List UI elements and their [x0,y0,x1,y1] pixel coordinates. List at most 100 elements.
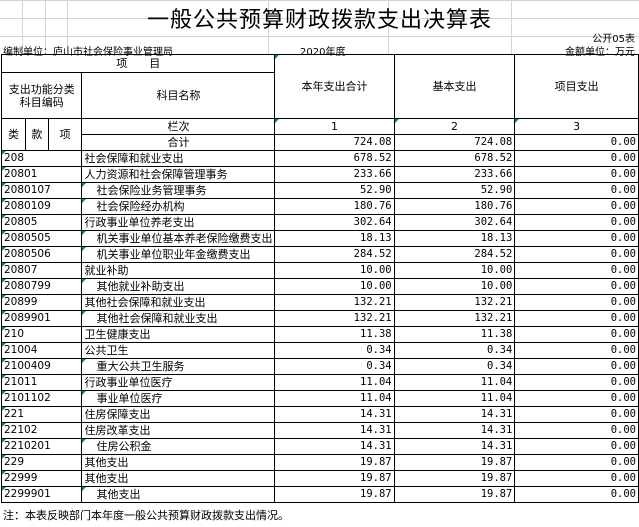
subject-code: 2080799 [0,278,83,295]
project-amount: 0.00 [514,470,639,487]
table-row: 2299901 其他支出 19.87 19.87 0.00 [0,486,639,503]
total-amount: 14.31 [274,422,395,439]
basic-amount: 19.87 [393,470,516,487]
fiscal-year: 2020年度 [300,47,346,58]
total-amount: 14.31 [274,406,395,423]
project-amount: 0.00 [514,438,639,455]
total-amount: 302.64 [274,214,395,231]
basic-amount: 10.00 [393,262,516,279]
table-row: 2080506 机关事业单位职业年金缴费支出 284.52 284.52 0.00 [0,246,639,263]
total-amount: 52.90 [274,182,395,199]
project-amount: 0.00 [514,214,639,231]
project-amount: 0.00 [514,390,639,407]
subject-code: 2299901 [0,486,83,503]
total-amount: 0.34 [274,342,395,359]
header-name: 科目名称 [81,72,276,119]
lanci-1: 1 [274,118,395,135]
project-amount: 0.00 [514,246,639,263]
table-row: 21004 公共卫生 0.34 0.34 0.00 [0,342,639,359]
table-row: 20801 人力资源和社会保障管理事务 233.66 233.66 0.00 [0,166,639,183]
subject-code: 22999 [0,470,83,487]
basic-amount: 132.21 [393,294,516,311]
subject-code: 22102 [0,422,83,439]
basic-amount: 132.21 [393,310,516,327]
project-amount: 0.00 [514,310,639,327]
subject-name: 行政事业单位医疗 [81,374,276,391]
subject-name: 重大公共卫生服务 [81,358,276,375]
basic-amount: 284.52 [393,246,516,263]
subject-name: 机关事业单位基本养老保险缴费支出 [81,230,276,247]
subject-code: 21011 [0,374,83,391]
project-amount: 0.00 [514,278,639,295]
total-amount: 11.04 [274,390,395,407]
header-total: 本年支出合计 [274,54,395,119]
page-title: 一般公共预算财政拨款支出决算表 [146,8,492,33]
table-row: 2100409 重大公共卫生服务 0.34 0.34 0.00 [0,358,639,375]
form-number: 公开05表 [592,34,635,45]
expenditure-table: 项 目 本年支出合计 基本支出 项目支出 支出功能分类科目编码 科目名称 类 款… [0,54,639,503]
header-code: 支出功能分类科目编码 [0,72,83,119]
table-row: 221 住房保障支出 14.31 14.31 0.00 [0,406,639,423]
header-item: 项 目 [0,54,276,73]
project-amount: 0.00 [514,406,639,423]
gridline [388,0,389,54]
subject-name: 其他就业补助支出 [81,278,276,295]
basic-amount: 11.04 [393,374,516,391]
project-amount: 0.00 [514,374,639,391]
basic-amount: 14.31 [393,422,516,439]
subject-code: 21004 [0,342,83,359]
table-row: 20807 就业补助 10.00 10.00 0.00 [0,262,639,279]
project-amount: 0.00 [514,166,639,183]
subject-name: 事业单位医疗 [81,390,276,407]
subject-name: 社会保障和就业支出 [81,150,276,167]
subject-name: 住房改革支出 [81,422,276,439]
subject-name: 住房保障支出 [81,406,276,423]
subject-code: 20807 [0,262,83,279]
total-amount: 10.00 [274,278,395,295]
project-amount: 0.00 [514,198,639,215]
table-row: 2080107 社会保险业务管理事务 52.90 52.90 0.00 [0,182,639,199]
basic-amount: 0.34 [393,358,516,375]
gridline [511,0,512,54]
basic-amount: 678.52 [393,150,516,167]
basic-amount: 52.90 [393,182,516,199]
basic-amount: 18.13 [393,230,516,247]
subject-code: 2089901 [0,310,83,327]
table-row: 208 社会保障和就业支出 678.52 678.52 0.00 [0,150,639,167]
project-amount: 0.00 [514,150,639,167]
lanci-label: 栏次 [81,118,276,135]
table-row: 2101102 事业单位医疗 11.04 11.04 0.00 [0,390,639,407]
total-amount: 10.00 [274,262,395,279]
basic-amount: 11.38 [393,326,516,343]
project-amount: 0.00 [514,454,639,471]
subject-name: 其他社会保障和就业支出 [81,294,276,311]
total-amount: 678.52 [274,150,395,167]
project-amount: 0.00 [514,294,639,311]
basic-amount: 10.00 [393,278,516,295]
basic-amount: 19.87 [393,486,516,503]
subject-name: 其他社会保障和就业支出 [81,310,276,327]
project-amount: 0.00 [514,326,639,343]
subject-code: 2210201 [0,438,83,455]
table-row: 22999 其他支出 19.87 19.87 0.00 [0,470,639,487]
subject-code: 20899 [0,294,83,311]
subject-code: 2080107 [0,182,83,199]
lanci-3: 3 [514,118,639,135]
subject-name: 行政事业单位养老支出 [81,214,276,231]
subject-code: 20801 [0,166,83,183]
total-amount: 0.34 [274,358,395,375]
table-row: 20805 行政事业单位养老支出 302.64 302.64 0.00 [0,214,639,231]
basic-amount: 11.04 [393,390,516,407]
project-amount: 0.00 [514,486,639,503]
total-amount: 11.38 [274,326,395,343]
subject-code: 2080506 [0,246,83,263]
table-row: 2210201 住房公积金 14.31 14.31 0.00 [0,438,639,455]
total-amount: 14.31 [274,438,395,455]
subject-name: 其他支出 [81,470,276,487]
gridline [22,0,23,54]
subject-code: 20805 [0,214,83,231]
total-amount: 11.04 [274,374,395,391]
project-amount: 0.00 [514,262,639,279]
project-amount: 0.00 [514,182,639,199]
basic-amount: 180.76 [393,198,516,215]
